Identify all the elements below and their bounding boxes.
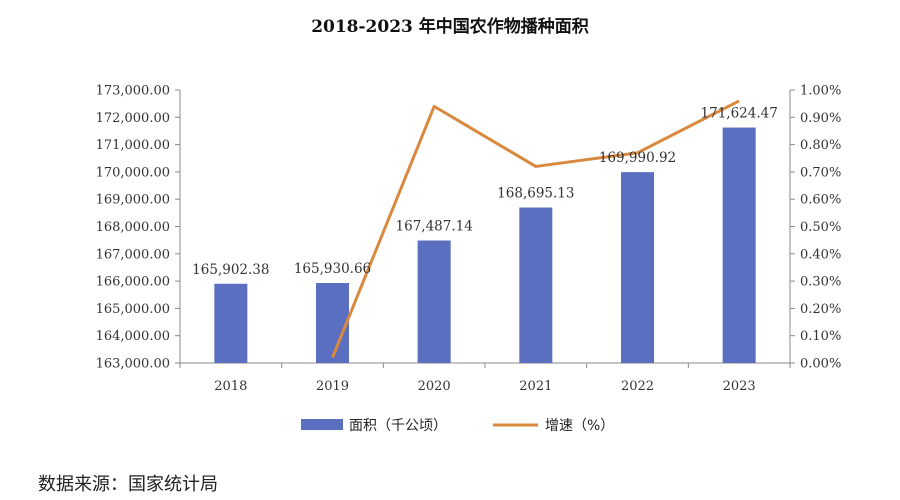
left-axis-tick-label: 164,000.00 — [96, 329, 170, 344]
bar — [316, 282, 349, 363]
legend-label-growth: 增速（%） — [545, 418, 614, 434]
bar-data-label: 165,930.66 — [294, 261, 371, 277]
left-axis-tick-label: 168,000.00 — [96, 220, 170, 235]
bar — [214, 283, 248, 363]
legend-swatch-area — [301, 419, 343, 430]
right-axis-tick-label: 0.00% — [800, 357, 841, 372]
bar-data-label: 165,902.38 — [192, 262, 269, 278]
legend: 面积（千公顷） 增速（%） — [301, 418, 614, 434]
x-axis-tick-label: 2019 — [316, 379, 349, 394]
right-axis-tick-label: 1.00% — [800, 84, 841, 99]
x-axis-tick-label: 2023 — [723, 379, 756, 394]
bar-data-label: 169,990.92 — [599, 150, 676, 166]
right-axis-tick-label: 0.70% — [800, 165, 841, 180]
left-axis-tick-label: 166,000.00 — [96, 275, 170, 290]
growth-line — [331, 99, 740, 359]
bar — [519, 207, 553, 363]
bar — [417, 240, 451, 363]
left-axis-tick-label: 170,000.00 — [96, 165, 170, 180]
right-axis-tick-label: 0.30% — [800, 275, 841, 290]
bar-data-label: 168,695.13 — [497, 186, 574, 202]
left-axis-tick-label: 163,000.00 — [96, 357, 170, 372]
legend-label-area: 面积（千公顷） — [349, 418, 447, 434]
right-axis-tick-label: 0.10% — [800, 329, 841, 344]
left-axis-tick-label: 167,000.00 — [96, 247, 170, 262]
left-axis-tick-label: 165,000.00 — [96, 302, 170, 317]
right-axis-tick-label: 0.60% — [800, 193, 841, 208]
x-axis-tick-label: 2018 — [214, 379, 247, 394]
right-axis-tick-label: 0.90% — [800, 111, 841, 126]
bar-data-label: 171,624.47 — [701, 106, 778, 122]
x-axis-tick-label: 2020 — [418, 379, 451, 394]
right-axis-tick-label: 0.80% — [800, 138, 841, 153]
bar-data-label: 167,487.14 — [396, 219, 473, 235]
x-axis-tick-label: 2022 — [621, 379, 654, 394]
left-axis-tick-label: 172,000.00 — [96, 111, 170, 126]
left-axis-tick-label: 171,000.00 — [96, 138, 170, 153]
right-axis-tick-label: 0.40% — [800, 247, 841, 262]
x-axis-tick-label: 2021 — [519, 379, 552, 394]
right-axis-tick-label: 0.50% — [800, 220, 841, 235]
left-axis-tick-label: 173,000.00 — [96, 84, 170, 99]
data-source: 数据来源：国家统计局 — [38, 474, 218, 495]
bar — [621, 172, 654, 363]
right-axis-tick-label: 0.20% — [800, 302, 841, 317]
bar — [722, 127, 756, 363]
plot-area: 163,000.00 164,000.00 165,000.00 166,000.00… — [96, 84, 842, 395]
chart-title: 2018-2023 年中国农作物播种面积 — [311, 16, 589, 37]
left-axis-tick-label: 169,000.00 — [96, 193, 170, 208]
